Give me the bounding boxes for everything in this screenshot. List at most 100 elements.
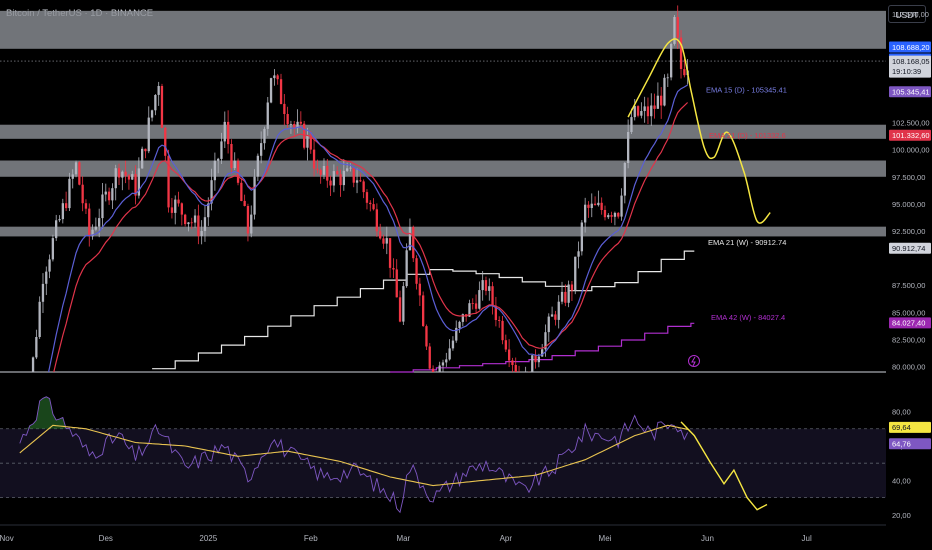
candle-body — [332, 171, 336, 186]
y-tick-label: 82.500,00 — [892, 335, 925, 344]
rsi-value-label-0: 69,64 — [892, 423, 911, 432]
rsi-overbought-fill — [19, 396, 80, 429]
candle-body — [607, 215, 610, 218]
candle-body — [627, 132, 630, 163]
x-tick-label: Nov — [0, 534, 14, 543]
candle-body — [504, 340, 508, 350]
candle-body — [48, 259, 51, 272]
candle-body — [660, 95, 663, 106]
candle-body — [293, 124, 296, 129]
candle-body — [382, 238, 385, 244]
candle-body — [375, 209, 379, 232]
candle-body — [584, 204, 587, 223]
candle-body — [329, 180, 332, 186]
candle-body — [448, 348, 451, 360]
candle-body — [468, 303, 471, 317]
price-label-6-bg — [889, 317, 931, 329]
candle-body — [114, 168, 117, 189]
candle-body — [190, 222, 193, 224]
candle-body — [111, 188, 114, 201]
candle-body — [613, 212, 617, 217]
x-tick-label: Des — [99, 534, 113, 543]
candle-body — [534, 355, 537, 363]
candle-body — [451, 340, 455, 349]
candle-body — [78, 162, 81, 185]
candle-body — [408, 227, 412, 251]
y-tick-label: 85.000,00 — [892, 308, 925, 317]
price-label-3-bg — [889, 86, 931, 98]
candle-body — [597, 202, 600, 206]
candle-body — [518, 375, 520, 381]
y-tick-label: 112.500,00 — [892, 10, 929, 19]
candle-body — [81, 184, 84, 204]
candle-body — [170, 207, 174, 213]
candle-body — [283, 103, 286, 114]
candle-body — [395, 269, 398, 298]
candle-body — [369, 202, 372, 205]
candle-body — [428, 346, 431, 369]
candle-body — [633, 106, 636, 118]
candle-body — [603, 210, 607, 218]
candle-body — [91, 229, 94, 237]
candle-body — [279, 79, 283, 104]
currency-button[interactable]: USDT — [888, 5, 926, 23]
candle-body — [88, 208, 91, 237]
candle-body — [121, 171, 124, 178]
candle-body — [547, 316, 550, 333]
candle-body — [663, 77, 666, 106]
price-projection-path — [627, 38, 771, 224]
candle-body — [349, 167, 352, 169]
candle-body — [610, 215, 613, 217]
candle-body — [250, 214, 253, 234]
candle-body — [144, 148, 147, 152]
price-label-last-timer: 19:10:39 — [892, 67, 921, 76]
candle-body — [141, 148, 144, 169]
candle-body — [269, 78, 273, 103]
candle-body — [227, 121, 230, 145]
candle-body — [104, 191, 107, 195]
candle-body — [296, 121, 299, 129]
candle-body — [445, 359, 448, 363]
candle-body — [177, 199, 180, 204]
candle-body — [31, 357, 35, 372]
candle-body — [187, 222, 190, 225]
candle-body — [220, 141, 223, 159]
y-tick-label: 80.000,00 — [892, 363, 925, 372]
price-label-high-bg — [889, 41, 931, 53]
candle-body — [653, 105, 656, 109]
candle-body — [580, 222, 584, 252]
candle-body — [620, 195, 623, 217]
x-tick-label: Feb — [304, 534, 318, 543]
candle-body — [236, 160, 240, 183]
candle-body — [51, 238, 55, 260]
y-tick-label: 92.500,00 — [892, 227, 925, 236]
candle-body — [478, 290, 481, 309]
candle-body — [455, 327, 458, 341]
candle-body — [593, 203, 597, 206]
candle-body — [213, 160, 217, 181]
candle-body — [131, 174, 134, 180]
candle-body — [461, 314, 465, 322]
candle-body — [441, 362, 445, 366]
candle-body — [200, 231, 203, 237]
resistance-zone — [0, 226, 886, 237]
candles-group — [29, 5, 689, 426]
candle-body — [388, 238, 392, 268]
candle-body — [636, 106, 640, 116]
candle-body — [154, 95, 157, 111]
candle-body — [38, 301, 41, 337]
candle-body — [537, 356, 541, 363]
candle-body — [29, 391, 31, 426]
candle-body — [560, 291, 564, 302]
candle-body — [289, 124, 293, 125]
candle-body — [309, 135, 312, 150]
candle-body — [256, 155, 260, 177]
candle-body — [127, 175, 131, 180]
x-tick-label: Mei — [599, 534, 612, 543]
candle-body — [203, 217, 207, 231]
candle-body — [243, 200, 246, 206]
candle-body — [362, 181, 365, 193]
candle-body — [319, 170, 322, 175]
candle-body — [508, 349, 511, 361]
